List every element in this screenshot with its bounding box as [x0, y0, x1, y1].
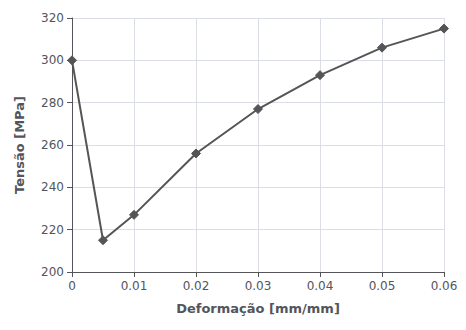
svg-text:0.06: 0.06: [431, 279, 458, 293]
svg-text:0: 0: [68, 279, 76, 293]
svg-text:320: 320: [41, 11, 64, 25]
svg-text:Deformação [mm/mm]: Deformação [mm/mm]: [176, 301, 340, 316]
svg-text:300: 300: [41, 53, 64, 67]
svg-text:260: 260: [41, 138, 64, 152]
svg-text:280: 280: [41, 96, 64, 110]
svg-text:0.01: 0.01: [121, 279, 148, 293]
svg-text:0.02: 0.02: [183, 279, 210, 293]
svg-text:200: 200: [41, 265, 64, 279]
svg-text:Tensão [MPa]: Tensão [MPa]: [12, 96, 27, 194]
svg-text:240: 240: [41, 180, 64, 194]
svg-text:0.03: 0.03: [245, 279, 272, 293]
svg-text:0.04: 0.04: [307, 279, 334, 293]
svg-text:0.05: 0.05: [369, 279, 396, 293]
svg-text:220: 220: [41, 223, 64, 237]
